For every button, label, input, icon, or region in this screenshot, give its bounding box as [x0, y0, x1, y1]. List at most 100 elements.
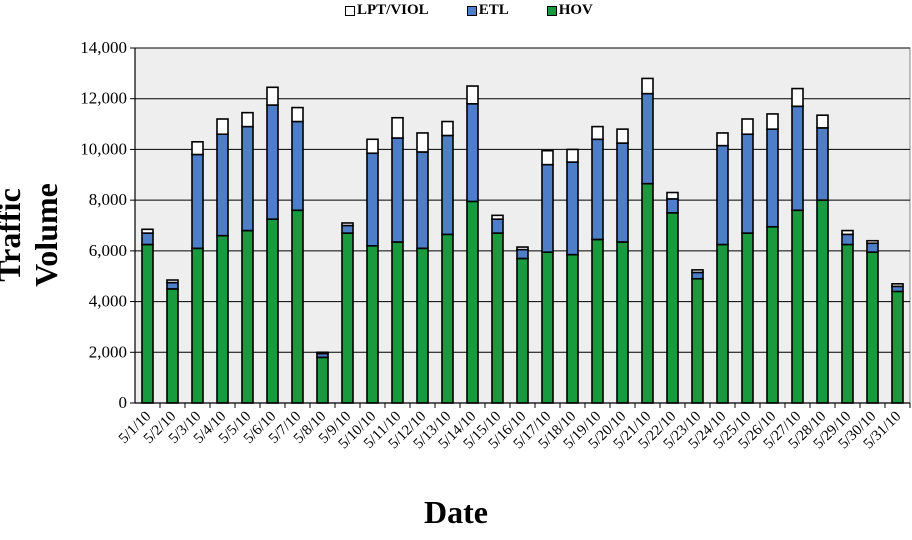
bar-segment-hov [216, 234, 229, 404]
bar-segment-etl [666, 198, 679, 214]
bar-segment-hov [666, 212, 679, 404]
bar-segment-hov [816, 199, 829, 404]
x-axis-title: Date [424, 494, 488, 530]
legend-label-etl: ETL [478, 2, 509, 18]
bar-segment-etl [466, 102, 479, 203]
bar-segment-etl [441, 134, 454, 236]
bar-segment-hov [366, 244, 379, 404]
legend: LPT/VIOL ETL HOV [345, 2, 593, 19]
bar-segment-lpt-viol [641, 77, 654, 95]
bar-segment-etl [341, 224, 354, 234]
bar-segment-etl [166, 281, 179, 290]
legend-item-etl: ETL [466, 2, 509, 19]
legend-item-hov: HOV [546, 2, 593, 19]
bar-segment-etl [866, 242, 879, 253]
bar-segment-lpt-viol [391, 116, 404, 139]
bar-segment-hov [691, 277, 704, 404]
bar-segment-hov [416, 247, 429, 404]
bar-segment-etl [641, 92, 654, 185]
bar-segment-hov [516, 257, 529, 404]
legend-swatch-etl [466, 5, 477, 16]
bar-segment-hov [541, 251, 554, 404]
bar-segment-etl [716, 144, 729, 246]
bar-segment-etl [391, 137, 404, 243]
bar-segment-hov [391, 241, 404, 404]
bar-segment-etl [491, 218, 504, 234]
bar-segment-lpt-viol [616, 128, 629, 144]
bar-segment-hov [641, 182, 654, 404]
legend-label-hov: HOV [558, 2, 593, 18]
bar-segment-lpt-viol [416, 132, 429, 153]
bar-segment-hov [741, 232, 754, 404]
bar-segment-etl [216, 133, 229, 237]
bar-segment-lpt-viol [566, 148, 579, 163]
bar-segment-hov [616, 241, 629, 404]
bar-segment-hov [491, 232, 504, 404]
bar-segment-lpt-viol [866, 239, 879, 245]
bar-segment-lpt-viol [266, 86, 279, 106]
bar-segment-hov [891, 290, 904, 404]
bar-segment-lpt-viol [841, 229, 854, 236]
bar-segment-lpt-viol [316, 351, 329, 355]
legend-item-lpt-viol: LPT/VIOL [345, 2, 429, 19]
bar-segment-lpt-viol [591, 125, 604, 141]
bar-segment-lpt-viol [691, 269, 704, 274]
bar-segment-lpt-viol [216, 118, 229, 136]
bar-segment-lpt-viol [766, 113, 779, 130]
bar-segment-lpt-viol [291, 106, 304, 123]
bar-segment-lpt-viol [791, 87, 804, 108]
bar-segment-lpt-viol [716, 132, 729, 147]
legend-swatch-hov [546, 5, 557, 16]
bar-segment-etl [416, 151, 429, 250]
bar-segment-hov [591, 238, 604, 404]
y-tick-label: 0 [119, 393, 128, 412]
bar-segment-hov [341, 232, 354, 404]
bar-segment-etl [191, 153, 204, 250]
bar-segment-hov [866, 251, 879, 404]
bar-segment-lpt-viol [891, 283, 904, 288]
bar-segment-hov [191, 247, 204, 404]
bar-segment-lpt-viol [341, 222, 354, 227]
bar-segment-etl [366, 152, 379, 247]
bar-segment-hov [316, 356, 329, 404]
bar-segment-etl [291, 120, 304, 212]
bar-segment-etl [266, 104, 279, 220]
bar-segment-etl [841, 233, 854, 246]
y-tick-label: 4,000 [89, 292, 127, 311]
bar-segment-etl [791, 105, 804, 212]
legend-label-lpt-viol: LPT/VIOL [357, 2, 429, 18]
y-tick-label: 2,000 [89, 342, 127, 361]
legend-swatch-lpt-viol [345, 5, 355, 16]
y-tick-label: 8,000 [89, 190, 127, 209]
bar-segment-hov [441, 233, 454, 404]
bar-segment-lpt-viol [366, 138, 379, 155]
bar-segment-hov [291, 209, 304, 404]
bar-segment-etl [741, 133, 754, 234]
bar-segment-hov [791, 209, 804, 404]
bar-segment-hov [716, 243, 729, 404]
bar-segment-lpt-viol [666, 191, 679, 200]
bar-segment-lpt-viol [491, 214, 504, 220]
bar-segment-lpt-viol [441, 120, 454, 137]
bar-segment-lpt-viol [141, 228, 154, 234]
bar-segment-lpt-viol [741, 118, 754, 136]
bar-segment-etl [516, 248, 529, 260]
y-tick-label: 10,000 [80, 139, 127, 158]
bar-segment-lpt-viol [241, 111, 254, 128]
bar-segment-etl [566, 161, 579, 256]
bar-segment-lpt-viol [816, 114, 829, 129]
bar-segment-hov [841, 243, 854, 404]
bar-segment-hov [766, 225, 779, 404]
bar-segment-hov [141, 243, 154, 404]
bar-segment-etl [616, 142, 629, 243]
bar-segment-hov [566, 253, 579, 404]
bar-segment-hov [241, 229, 254, 404]
y-tick-label: 12,000 [80, 89, 127, 108]
bar-segment-etl [241, 125, 254, 232]
bar-segment-hov [266, 218, 279, 404]
bar-segment-etl [141, 232, 154, 246]
bar-segment-lpt-viol [166, 279, 179, 284]
bar-segment-hov [466, 200, 479, 404]
bar-segment-hov [166, 288, 179, 404]
